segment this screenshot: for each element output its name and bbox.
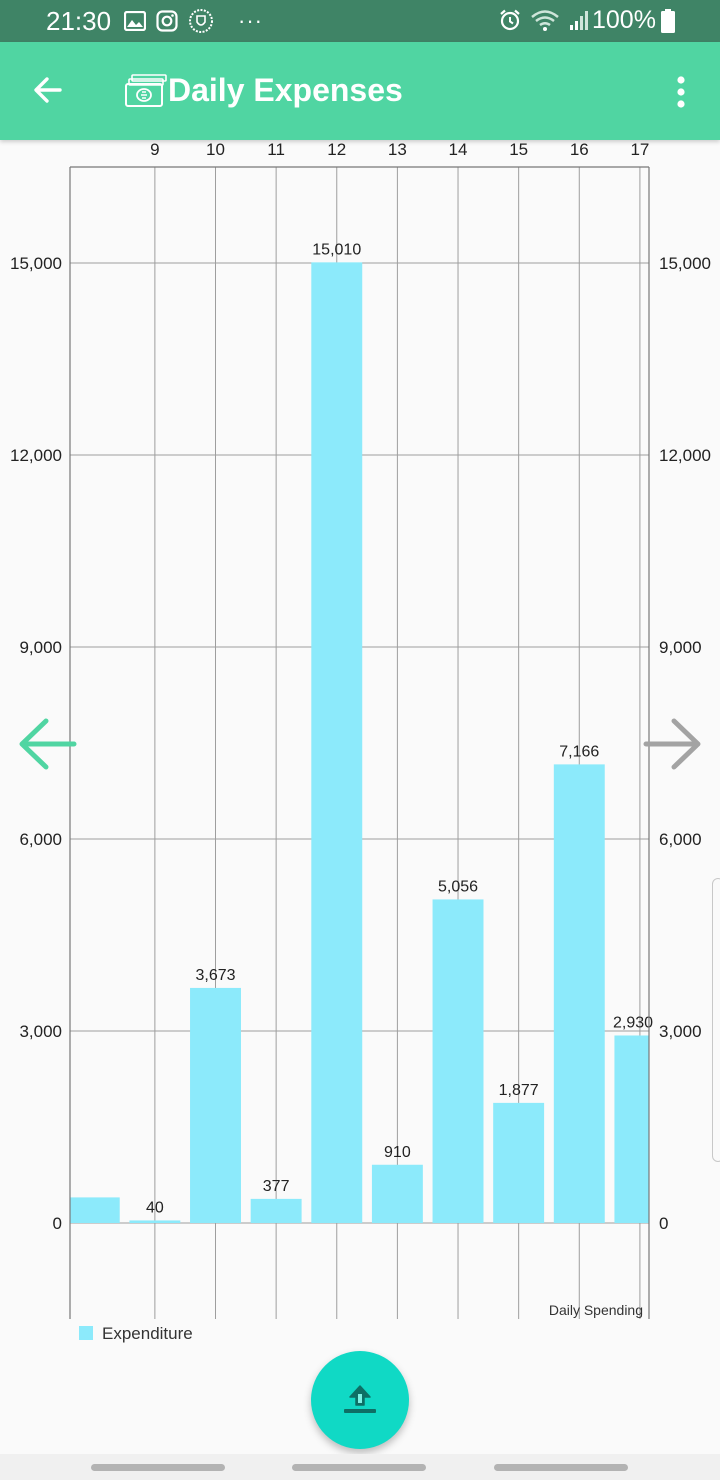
club-crest-icon <box>189 9 213 33</box>
bar[interactable] <box>553 764 605 1223</box>
chart-description: Daily Spending <box>549 1302 643 1318</box>
bar-value-label: 5,056 <box>438 878 478 895</box>
system-nav-bar <box>0 1454 720 1480</box>
bar[interactable] <box>432 899 484 1223</box>
bar[interactable] <box>493 1102 545 1223</box>
x-tick-label: 13 <box>388 140 407 159</box>
arrow-left-icon[interactable] <box>28 70 68 110</box>
y-tick-label-right: 9,000 <box>659 638 702 657</box>
more-vert-icon[interactable] <box>668 72 694 112</box>
y-tick-label-left: 15,000 <box>10 254 62 273</box>
upload-icon <box>344 1385 376 1413</box>
status-bar: 21:30 ··· <box>0 0 720 42</box>
bar-value-label: 15,010 <box>312 241 361 258</box>
alarm-icon <box>500 9 520 31</box>
battery-percentage: 100% <box>592 6 656 34</box>
x-tick-label: 11 <box>267 140 285 159</box>
x-tick-label: 16 <box>570 140 589 159</box>
nav-home-button[interactable] <box>292 1464 426 1471</box>
x-tick-label: 15 <box>509 140 528 159</box>
legend-label: Expenditure <box>102 1324 193 1343</box>
nav-back-button[interactable] <box>494 1464 628 1471</box>
prev-period-arrow-icon[interactable] <box>16 713 78 775</box>
y-tick-label-left: 0 <box>53 1214 62 1233</box>
upload-button[interactable] <box>311 1351 409 1449</box>
bar[interactable] <box>371 1164 423 1223</box>
bar-value-label: 7,166 <box>559 743 599 760</box>
status-time: 21:30 <box>46 6 112 36</box>
x-tick-label: 14 <box>449 140 468 159</box>
bar-value-label: 3,673 <box>195 967 235 984</box>
bar[interactable] <box>311 262 363 1223</box>
bar[interactable] <box>129 1220 181 1223</box>
bar-value-label: 2,930 <box>613 1014 653 1031</box>
chart-bars <box>70 262 649 1223</box>
wifi-icon <box>531 10 559 31</box>
daily-spending-chart[interactable]: 403,67337715,0109105,0561,8777,1662,930 … <box>0 140 720 1350</box>
edge-panel-handle[interactable] <box>712 878 720 1162</box>
gallery-icon <box>124 11 146 31</box>
signal-icon <box>570 11 588 30</box>
y-tick-label-right: 0 <box>659 1214 668 1233</box>
money-stack-icon <box>125 74 167 107</box>
next-period-arrow-icon[interactable] <box>642 713 704 775</box>
chart-value-labels: 40 3,673 377 15,010 910 5,056 1,877 7,166 2,930 <box>146 241 653 1216</box>
bar-value-label: 1,877 <box>499 1082 539 1099</box>
x-tick-label: 10 <box>206 140 225 159</box>
bar[interactable] <box>70 1197 120 1223</box>
y-tick-label-right: 6,000 <box>659 830 702 849</box>
x-tick-label: 12 <box>327 140 346 159</box>
x-tick-label: 9 <box>150 140 159 159</box>
y-tick-label-left: 3,000 <box>19 1022 62 1041</box>
y-tick-label-right: 15,000 <box>659 254 711 273</box>
y-tick-label-left: 6,000 <box>19 830 62 849</box>
bar[interactable] <box>250 1198 302 1223</box>
bar-value-label: 377 <box>263 1178 290 1195</box>
y-tick-label-left: 12,000 <box>10 446 62 465</box>
page-title: Daily Expenses <box>168 72 403 108</box>
bar[interactable] <box>614 1035 649 1223</box>
x-tick-label: 17 <box>630 140 649 159</box>
bar-value-label: 910 <box>384 1144 411 1161</box>
battery-icon <box>661 9 675 33</box>
instagram-icon <box>156 10 178 32</box>
nav-recents-button[interactable] <box>91 1464 225 1471</box>
bar-value-label: 40 <box>146 1199 164 1216</box>
app-bar: Daily Expenses <box>0 42 720 140</box>
status-more: ··· <box>238 8 263 33</box>
y-tick-label-right: 12,000 <box>659 446 711 465</box>
y-tick-label-right: 3,000 <box>659 1022 702 1041</box>
bar[interactable] <box>190 987 241 1223</box>
legend-swatch <box>79 1326 93 1340</box>
y-tick-label-left: 9,000 <box>19 638 62 657</box>
